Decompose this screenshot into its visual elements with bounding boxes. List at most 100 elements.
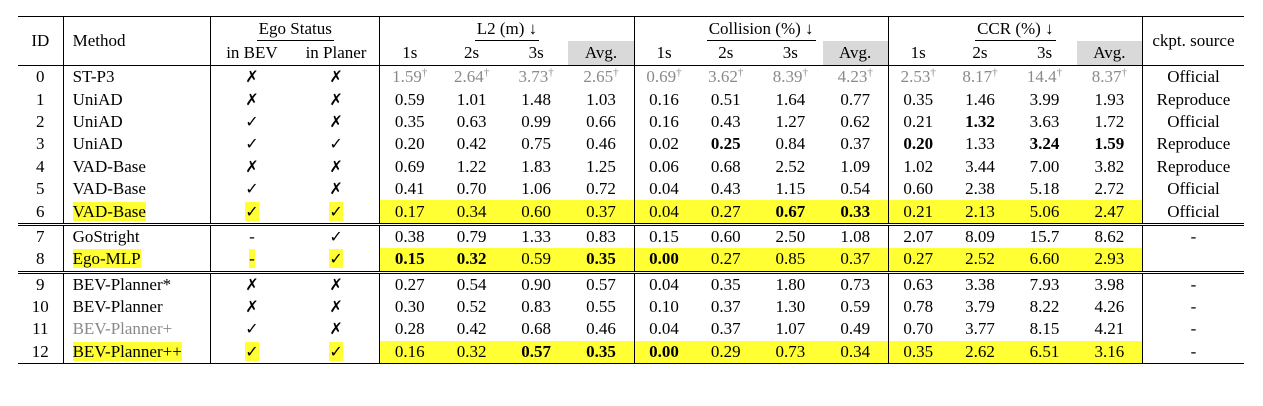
row-ccr-3s-text: 8.22 — [1029, 297, 1060, 317]
row-l2-3s-text: 1.83 — [521, 156, 552, 176]
row-in-planer: ✗ — [292, 88, 381, 111]
row-collision-3s-text: 0.73 — [775, 341, 806, 361]
row-collision-1s-text: 0.06 — [649, 156, 679, 176]
results-table: ID Method Ego Status L2 (m) ↓ Collision … — [18, 16, 1244, 365]
table-row: 8 Ego-MLP - ✓ 0.15 0.32 0.59 0.35 0.00 0.27 0.85 0.… — [18, 248, 1244, 273]
row-ccr-2s-text: 2.62 — [965, 341, 995, 361]
collision-label: Collision (%) ↓ — [706, 18, 816, 41]
row-ccr-1s-text: 0.21 — [903, 201, 934, 221]
row-ccr-2s: 3.38 — [947, 270, 1013, 296]
row-l2-3s-text: 1.48 — [521, 89, 552, 109]
row-ccr-2s-text: 8.17 — [962, 67, 993, 87]
row-id: 5 — [18, 177, 64, 201]
row-method: VAD-Base — [63, 200, 212, 225]
header-collision: Collision (%) ↓ — [634, 16, 889, 41]
row-method: VAD-Base — [63, 177, 212, 201]
header-col-3s: 3s — [782, 43, 798, 62]
row-l2-3s: 0.75 — [504, 133, 569, 155]
row-in-planer-text: ✗ — [329, 67, 343, 87]
row-l2-3s: 0.83 — [504, 296, 569, 318]
row-collision-2s: 0.60 — [693, 222, 759, 249]
row-method: BEV-Planner+ — [63, 318, 212, 341]
row-ckpt-source: Official — [1142, 65, 1244, 89]
row-l2-1s-text: 0.27 — [394, 274, 425, 294]
row-ckpt-source-text: - — [1190, 297, 1197, 317]
row-ccr-avg: 8.37† — [1076, 65, 1143, 89]
row-in-bev-text: ✓ — [245, 319, 259, 339]
row-collision-1s-text: 0.16 — [649, 89, 679, 109]
row-ccr-2s: 2.13 — [947, 200, 1013, 225]
row-in-planer: ✗ — [292, 270, 381, 296]
row-ccr-2s-text: 3.79 — [965, 297, 995, 317]
row-collision-1s-text: 0.02 — [649, 134, 679, 154]
row-l2-avg-text: 2.65 — [583, 67, 614, 87]
row-in-bev: ✓ — [211, 318, 293, 340]
row-l2-avg-text: 0.46 — [586, 134, 616, 154]
row-id: 8 — [18, 248, 64, 273]
row-ckpt-source: Reproduce — [1142, 156, 1244, 178]
row-l2-avg-text: 1.03 — [586, 89, 616, 109]
row-l2-2s-text: 0.42 — [456, 134, 487, 154]
row-collision-2s: 0.29 — [693, 340, 759, 365]
header-l2-avg: Avg. — [568, 41, 635, 66]
row-collision-2s: 0.27 — [693, 248, 759, 273]
row-l2-2s: 0.34 — [439, 200, 504, 225]
header-ccr-avg: Avg. — [1076, 41, 1143, 66]
row-l2-avg: 1.03 — [568, 88, 635, 111]
row-collision-1s: 0.16 — [634, 111, 693, 133]
row-collision-3s: 1.64 — [758, 88, 823, 110]
row-ccr-1s: 0.35 — [888, 88, 947, 110]
row-ccr-avg: 8.62 — [1076, 222, 1143, 249]
row-l2-avg: 0.83 — [568, 222, 635, 249]
row-ccr-1s: 0.35 — [888, 340, 948, 365]
row-collision-1s: 0.04 — [634, 178, 693, 200]
row-collision-3s-text: 1.80 — [775, 274, 806, 294]
row-ccr-3s-text: 15.7 — [1029, 226, 1060, 246]
row-collision-avg-text: 0.54 — [840, 179, 871, 199]
row-in-planer: ✓ — [292, 222, 381, 249]
row-ckpt-source — [1142, 248, 1244, 272]
row-ckpt-source-text: - — [1190, 341, 1197, 361]
row-l2-3s-text: 0.90 — [521, 274, 552, 294]
row-in-planer: ✓ — [292, 200, 381, 225]
row-ccr-2s: 8.17† — [947, 65, 1013, 89]
dagger-mark: † — [548, 66, 554, 79]
row-collision-3s-text: 1.64 — [775, 89, 806, 109]
row-ccr-2s-text: 1.32 — [965, 111, 995, 131]
row-collision-avg: 0.54 — [822, 177, 889, 201]
row-l2-2s-text: 1.22 — [456, 156, 487, 176]
row-method: VAD-Base — [63, 155, 212, 178]
row-method-text: VAD-Base — [72, 179, 146, 199]
row-in-planer-text: ✗ — [329, 297, 343, 317]
row-collision-3s: 0.84 — [758, 133, 823, 155]
row-collision-3s-text: 2.52 — [775, 156, 806, 176]
row-ckpt-source-text: Reproduce — [1156, 89, 1231, 109]
row-in-bev-text: ✓ — [245, 201, 259, 221]
header-l2: L2 (m) ↓ — [379, 16, 635, 41]
header-l2-3s: 3s — [528, 43, 544, 62]
row-ckpt-source: - — [1142, 318, 1244, 340]
row-collision-2s: 0.51 — [693, 88, 758, 110]
row-l2-avg: 0.66 — [568, 110, 635, 134]
row-ccr-1s-text: 0.78 — [903, 297, 934, 317]
row-collision-3s: 2.52 — [758, 156, 823, 178]
table-row: 0 ST-P3 ✗ ✗ 1.59† 2.64† 3.73† 2.65† 0.69† 3.62† 8.… — [18, 65, 1244, 89]
row-method: GoStright — [63, 222, 212, 249]
row-method-text: ST-P3 — [72, 67, 115, 87]
row-collision-1s-text: 0.15 — [649, 226, 679, 246]
table-row: 11 BEV-Planner+ ✓ ✗ 0.28 0.42 0.68 0.46 0.04 0.37… — [18, 318, 1244, 341]
row-collision-3s-text: 1.07 — [775, 319, 806, 339]
row-collision-avg-text: 1.08 — [840, 226, 871, 246]
row-method-text: BEV-Planner++ — [72, 341, 182, 361]
row-method-text: BEV-Planner+ — [72, 319, 173, 339]
row-ckpt-source-text: Official — [1167, 67, 1220, 87]
row-collision-avg-text: 0.37 — [840, 134, 871, 154]
row-collision-3s: 0.73 — [758, 340, 823, 365]
row-collision-3s-text: 0.85 — [775, 249, 806, 269]
row-id: 7 — [18, 222, 64, 249]
row-l2-avg: 0.35 — [568, 248, 635, 273]
row-l2-2s: 0.32 — [439, 340, 504, 365]
row-ccr-avg-text: 3.98 — [1094, 274, 1125, 294]
row-ccr-avg-text: 8.62 — [1094, 226, 1125, 246]
table-row: 5 VAD-Base ✓ ✗ 0.41 0.70 1.06 0.72 0.04 0.43 1.15 0… — [18, 177, 1244, 201]
